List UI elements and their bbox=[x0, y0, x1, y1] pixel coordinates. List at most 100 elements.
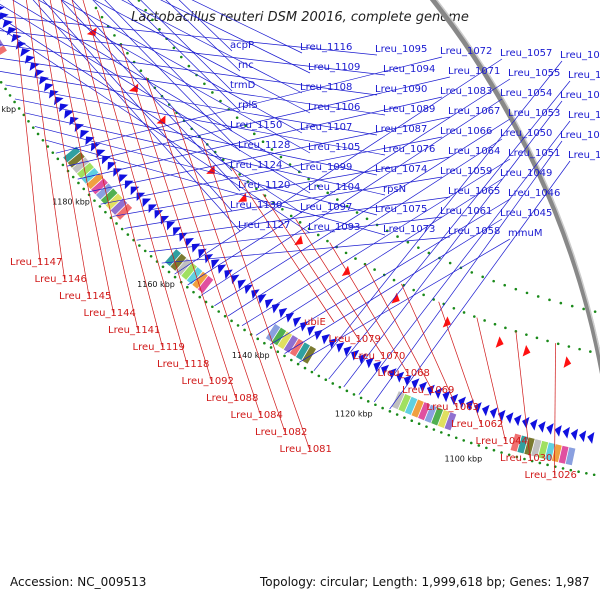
cog-gene-box bbox=[115, 203, 133, 220]
gc-dot bbox=[144, 8, 147, 12]
label-leader-line bbox=[201, 138, 310, 450]
gc-dot bbox=[412, 288, 415, 292]
label-leader-line bbox=[313, 60, 563, 372]
gc-dot bbox=[493, 322, 497, 326]
label-leader-line bbox=[104, 0, 233, 132]
label-leader-line bbox=[0, 30, 386, 76]
cog-gene-box bbox=[192, 271, 208, 289]
gc-dot bbox=[230, 319, 233, 323]
gc-dot bbox=[179, 55, 183, 59]
label-lines bbox=[0, 0, 571, 476]
forward-gene-label: Lreu_1038 bbox=[560, 90, 600, 101]
reverse-gene-label: Lreu_1092 bbox=[182, 376, 234, 387]
label-leader-line bbox=[255, 178, 503, 336]
gc-dot bbox=[417, 422, 421, 426]
reverse-gene-arrow bbox=[442, 316, 451, 328]
cog-gene-box bbox=[165, 249, 181, 267]
label-leader-line bbox=[554, 343, 556, 476]
forward-gene-arrow bbox=[380, 364, 390, 376]
forward-gene-arrow bbox=[505, 412, 514, 424]
cog-gene-box bbox=[510, 433, 522, 452]
gc-dot bbox=[454, 436, 458, 440]
label-leader-line bbox=[358, 120, 571, 395]
forward-gene-arrow bbox=[365, 357, 375, 369]
gc-dot bbox=[365, 217, 369, 221]
forward-gene-arrow bbox=[0, 12, 9, 20]
gc-dot bbox=[61, 163, 65, 167]
forward-gene-arrow bbox=[442, 390, 451, 403]
gc-dot bbox=[198, 295, 202, 299]
gc-dot bbox=[525, 291, 529, 295]
forward-gene-label: Lreu_1065 bbox=[448, 186, 500, 197]
label-leader-line bbox=[476, 317, 506, 442]
gc-dot bbox=[567, 345, 571, 348]
gc-dot bbox=[582, 307, 585, 311]
forward-gene-arrow bbox=[0, 6, 5, 10]
cog-gene-box bbox=[271, 327, 287, 346]
gc-dot bbox=[46, 145, 50, 148]
label-leader-line bbox=[160, 0, 311, 74]
gc-dot bbox=[577, 470, 580, 474]
label-leader-line bbox=[24, 112, 386, 196]
gc-dot bbox=[4, 87, 7, 91]
cog-gene-box bbox=[544, 442, 555, 461]
gc-dot bbox=[503, 283, 507, 287]
gc-dot bbox=[137, 0, 141, 2]
label-leader-line bbox=[97, 10, 212, 382]
forward-gene-label: rpsN bbox=[383, 184, 406, 195]
label-leader-line bbox=[60, 0, 139, 331]
label-leader-line bbox=[298, 238, 511, 363]
label-leader-line bbox=[161, 236, 451, 264]
forward-gene-arrow bbox=[481, 404, 490, 417]
gc-dot bbox=[236, 324, 240, 327]
gc-dot bbox=[492, 279, 495, 283]
gc-dot bbox=[500, 451, 503, 454]
forward-gene-arrow bbox=[166, 221, 176, 231]
reverse-gene-label: Lreu_1088 bbox=[206, 393, 258, 404]
gc-dot bbox=[82, 187, 86, 191]
forward-gene-arrow bbox=[579, 430, 587, 443]
label-leader-line bbox=[93, 0, 311, 114]
forward-gene-arrow bbox=[411, 378, 420, 390]
reverse-gene-arrow bbox=[238, 192, 247, 203]
gc-dot bbox=[492, 448, 496, 452]
gc-dot bbox=[13, 100, 16, 104]
gc-dot bbox=[440, 431, 443, 434]
label-leader-line bbox=[45, 139, 386, 236]
forward-gene-label: Lreu_1050 bbox=[500, 128, 552, 139]
gc-dot bbox=[252, 132, 256, 136]
gc-dot bbox=[392, 278, 396, 282]
gc-dot bbox=[406, 240, 410, 244]
cog-gene-box bbox=[63, 146, 81, 163]
reverse-gene-label: Lreu_1082 bbox=[255, 427, 307, 438]
forward-gene-arrow bbox=[587, 432, 595, 444]
gc-dot bbox=[556, 342, 560, 346]
reverse-gene-label: Lreu_1084 bbox=[231, 410, 283, 421]
forward-gene-label: Lreu_1053 bbox=[508, 108, 560, 119]
cog-gene-box bbox=[283, 335, 299, 353]
forward-gene-arrow bbox=[224, 269, 233, 280]
forward-gene-label: Lreu_1105 bbox=[308, 142, 360, 153]
forward-gene-arrow bbox=[351, 349, 360, 361]
forward-gene-arrow bbox=[198, 248, 207, 259]
forward-gene-label: Lreu_1055 bbox=[508, 68, 560, 79]
gc-dot bbox=[477, 444, 481, 447]
gc-dot bbox=[261, 140, 265, 144]
gc-dot bbox=[256, 337, 260, 341]
gc-dot bbox=[17, 107, 21, 110]
forward-gene-arrow bbox=[217, 264, 227, 274]
gc-dot bbox=[523, 457, 526, 461]
gc-dot bbox=[187, 64, 191, 68]
cog-gene-box bbox=[531, 439, 542, 458]
gc-dot bbox=[296, 362, 300, 366]
label-leader-line bbox=[92, 0, 241, 152]
reverse-gene-arrow bbox=[522, 345, 531, 357]
reverse-gene-label: Lreu_1141 bbox=[108, 325, 160, 336]
cog-gene-box bbox=[86, 173, 104, 190]
reverse-gene-label: ubiE bbox=[304, 317, 326, 328]
gc-dot bbox=[485, 446, 488, 450]
gc-dot bbox=[366, 400, 370, 403]
forward-gene-label: Lreu_1095 bbox=[375, 44, 427, 55]
forward-gene-label: Lreu_1057 bbox=[500, 48, 552, 59]
